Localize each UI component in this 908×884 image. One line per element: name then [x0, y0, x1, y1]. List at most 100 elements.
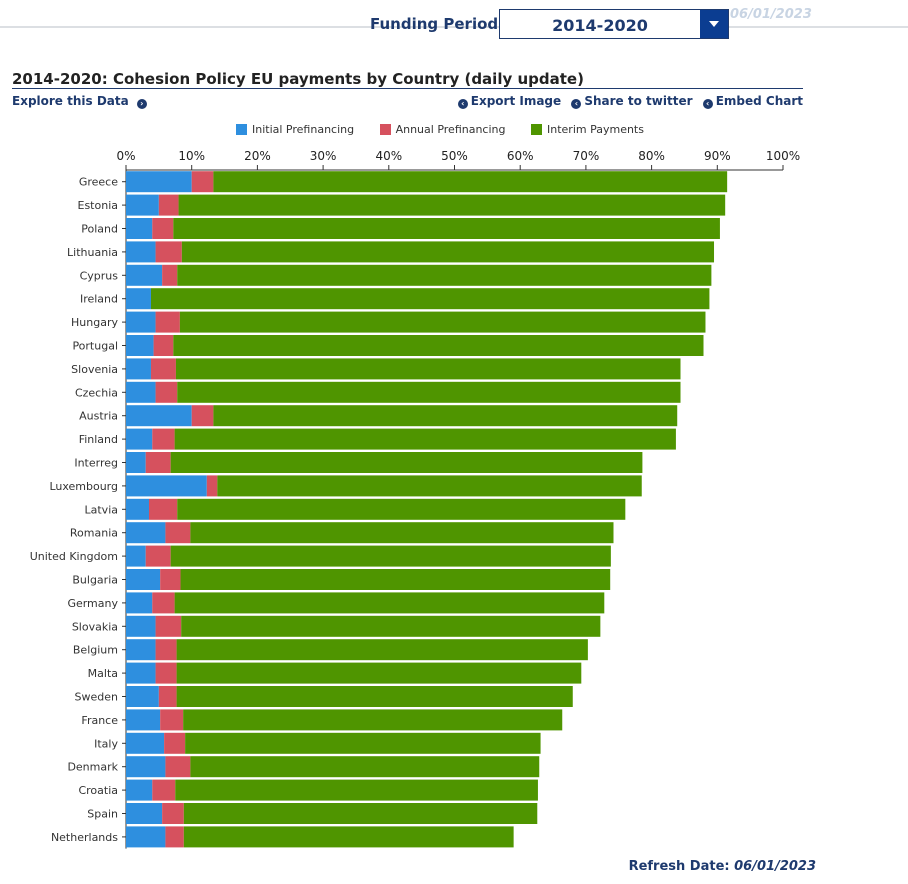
bar-segment	[213, 171, 728, 193]
category-label: Slovakia	[72, 620, 118, 633]
bar-segment	[174, 592, 605, 614]
legend-label-initial: Initial Prefinancing	[252, 123, 355, 136]
bar-segment	[126, 264, 163, 286]
legend-swatch-annual	[379, 124, 391, 135]
bar-segment	[155, 615, 182, 637]
bar-segment	[126, 335, 154, 356]
chevron-left-icon: ‹	[457, 99, 468, 109]
bar-segment	[164, 732, 186, 754]
category-label: Latvia	[85, 503, 119, 516]
header-divider	[0, 26, 908, 28]
bar-segment	[179, 311, 706, 333]
bar-segment	[177, 381, 681, 403]
bar-segment	[150, 358, 176, 380]
bar-segment	[145, 545, 171, 567]
category-label: Spain	[87, 808, 118, 821]
x-tick-label: 20%	[244, 149, 271, 163]
share-twitter-label: Share to twitter	[584, 94, 693, 108]
x-tick-label: 40%	[375, 149, 402, 163]
bar-segment	[126, 241, 156, 263]
embed-chart-link[interactable]: ‹ Embed Chart	[702, 94, 803, 109]
x-tick-label: 30%	[310, 149, 337, 163]
x-tick-label: 100%	[766, 149, 800, 163]
category-label: Germany	[67, 597, 118, 610]
funding-period-value: 2014-2020	[552, 16, 648, 35]
explore-data-link[interactable]: Explore this Data ›	[12, 94, 147, 109]
bar-segment	[126, 756, 166, 778]
bar-segment	[155, 662, 177, 684]
category-label: Italy	[94, 737, 118, 750]
legend-label-annual: Annual Prefinancing	[395, 123, 506, 136]
x-tick-label: 50%	[441, 149, 468, 163]
bar-segment	[126, 475, 207, 497]
bar-segment	[126, 428, 153, 450]
category-label: Portugal	[72, 340, 118, 353]
bar-segment	[158, 686, 177, 707]
bar-segment	[176, 686, 573, 707]
funding-period-select[interactable]: 2014-2020	[499, 9, 729, 39]
bar-segment	[191, 405, 214, 427]
category-label: Ireland	[80, 293, 118, 306]
bar-segment	[153, 335, 174, 356]
category-label: Lithuania	[67, 246, 118, 259]
bar-segment	[190, 522, 614, 544]
export-image-link[interactable]: ‹ Export Image	[457, 94, 561, 109]
bar-segment	[183, 826, 514, 848]
bar-segment	[183, 709, 563, 731]
bar-segment	[126, 592, 153, 614]
bar-segment	[152, 779, 176, 801]
bar-segment	[155, 639, 177, 661]
bar-segment	[175, 358, 681, 380]
x-tick-label: 10%	[178, 149, 205, 163]
category-label: Denmark	[67, 761, 118, 774]
category-label: Luxembourg	[49, 480, 118, 493]
category-label: Slovenia	[71, 363, 118, 376]
title-divider	[12, 88, 803, 89]
bar-segment	[126, 615, 156, 637]
bar-segment	[177, 498, 626, 520]
legend-item-annual[interactable]: Annual Prefinancing	[379, 123, 506, 136]
category-label: Bulgaria	[72, 574, 118, 587]
bar-segment	[183, 803, 538, 824]
bar-segment	[126, 171, 192, 193]
bar-segment	[177, 264, 712, 286]
bar-segment	[126, 358, 151, 380]
category-label: Romania	[70, 527, 118, 540]
category-label: Croatia	[78, 784, 118, 797]
chevron-down-icon[interactable]	[700, 10, 728, 38]
category-label: Poland	[81, 223, 118, 236]
refresh-date-value: 06/01/2023	[734, 859, 816, 874]
bar-segment	[126, 709, 161, 731]
bar-segment	[126, 452, 146, 473]
refresh-label: Refresh Date:	[628, 859, 730, 874]
legend-item-initial[interactable]: Initial Prefinancing	[236, 123, 354, 136]
x-tick-label: 90%	[704, 149, 731, 163]
legend-swatch-interim	[531, 124, 542, 135]
bar-segment	[162, 264, 178, 286]
bar-segment	[206, 475, 218, 497]
category-label: Interreg	[74, 457, 118, 470]
bar-segment	[148, 498, 178, 520]
bar-segment	[126, 218, 153, 239]
bar-segment	[150, 288, 710, 310]
bar-segment	[126, 803, 163, 824]
chart-actions: ‹ Export Image ‹ Share to twitter ‹ Embed C…	[452, 94, 803, 109]
bar-segment	[126, 498, 149, 520]
bar-segment	[181, 241, 715, 263]
chevron-right-icon: ›	[136, 99, 147, 109]
category-label: Greece	[79, 176, 118, 189]
bar-segment	[178, 194, 726, 216]
legend-item-interim[interactable]: Interim Payments	[531, 123, 644, 136]
bar-segment	[126, 686, 159, 707]
bar-segment	[126, 732, 165, 754]
category-label: Estonia	[78, 199, 119, 212]
share-twitter-link[interactable]: ‹ Share to twitter	[571, 94, 693, 109]
bar-segment	[170, 452, 643, 473]
category-label: United Kingdom	[30, 550, 118, 563]
bar-segment	[165, 826, 184, 848]
bar-segment	[180, 569, 611, 590]
faded-date: 06/01/2023	[730, 7, 812, 22]
bar-segment	[170, 545, 611, 567]
x-tick-label: 80%	[638, 149, 665, 163]
bar-segment	[155, 311, 180, 333]
